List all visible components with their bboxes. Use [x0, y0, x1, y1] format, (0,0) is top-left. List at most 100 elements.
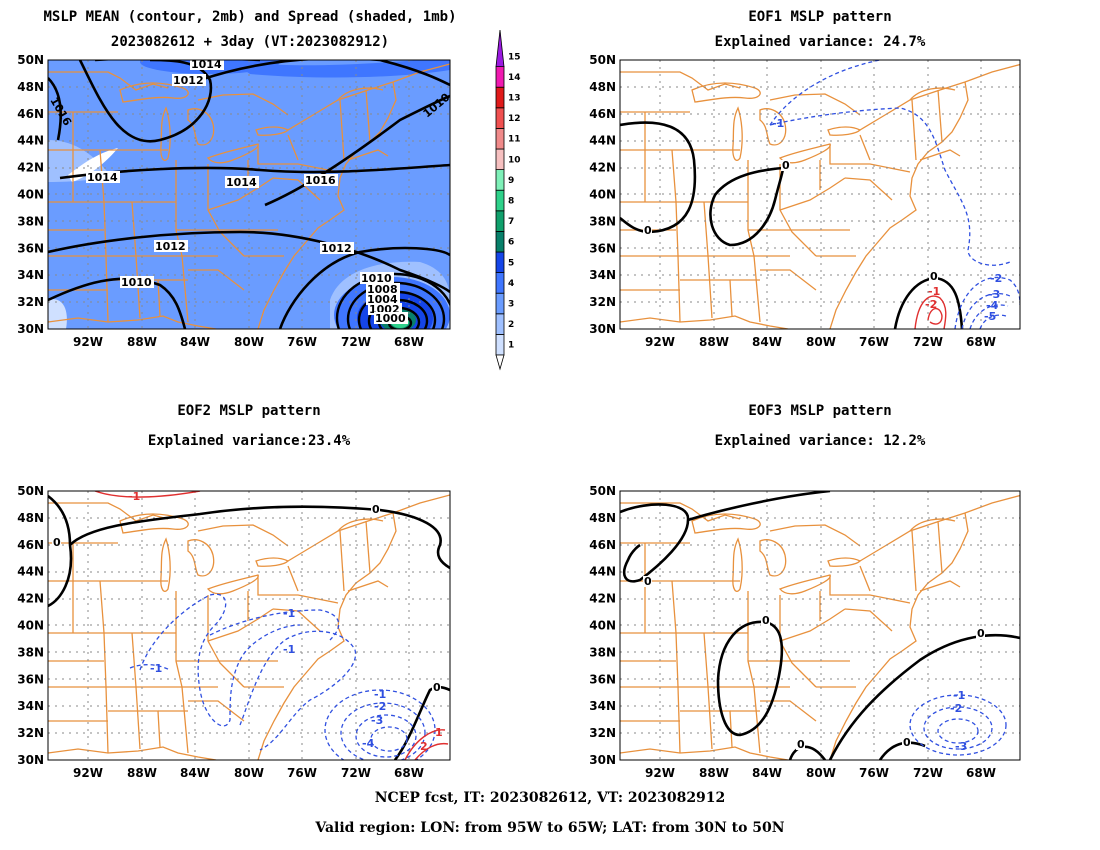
- contour-label: -2: [925, 298, 937, 311]
- lon-tick-label: 72W: [913, 766, 943, 780]
- eof2-contour-neg1-east: [239, 630, 357, 751]
- isobar-1012-north: [78, 60, 213, 143]
- isobar-1010-south: [48, 277, 187, 329]
- contour-label: 0: [433, 681, 441, 694]
- colorbar-lower-arrow: [495, 354, 505, 371]
- panel-subtitle-eof3: Explained variance: 12.2%: [714, 433, 926, 449]
- eof2-contour-pos1-south: [404, 729, 446, 760]
- lat-tick-label: 30N: [17, 322, 44, 336]
- contour-label: 1014: [87, 171, 118, 184]
- lon-tick-label: 76W: [859, 766, 889, 780]
- lat-tick-label: 42N: [17, 161, 44, 175]
- contour-label: -2: [990, 272, 1002, 285]
- eof2-contour-neg4: [370, 726, 408, 752]
- colorbar-swatch: [495, 86, 505, 109]
- eof1-contour-zero-west: [620, 121, 697, 234]
- contour-label: -1: [928, 285, 940, 298]
- lat-tick-label: 46N: [17, 107, 44, 121]
- eof3-contour-neg2: [923, 706, 993, 750]
- lat-tick-label: 48N: [17, 511, 44, 525]
- lat-tick-label: 42N: [17, 592, 44, 606]
- panel-title-eof2: EOF2 MSLP pattern: [177, 403, 321, 419]
- lat-tick-label: 50N: [589, 53, 616, 67]
- colorbar-swatch: [495, 127, 505, 150]
- contour-label: 0: [53, 536, 61, 549]
- isobar-1016-central: [264, 94, 450, 207]
- colorbar-swatch: [495, 251, 505, 274]
- lon-tick-label: 68W: [394, 335, 424, 349]
- lat-tick-label: 48N: [589, 511, 616, 525]
- eof3-contour-neg1: [909, 694, 1007, 756]
- eof2-contour-neg3: [355, 714, 417, 758]
- panel-frame: [619, 59, 1021, 330]
- lat-tick-label: 50N: [17, 53, 44, 67]
- contour-label: 0: [930, 270, 938, 283]
- lon-tick-label: 92W: [73, 766, 103, 780]
- contour-label: 1014: [191, 58, 222, 71]
- panel-subtitle-mean: 2023082612 + 3day (VT:2023082912): [110, 34, 390, 50]
- contour-label: 0: [977, 627, 985, 640]
- lat-tick-label: 40N: [589, 188, 616, 202]
- eof2-contour-neg2: [340, 702, 426, 760]
- contour-label: 2: [420, 740, 428, 753]
- contour-label: -1: [128, 490, 140, 503]
- lat-tick-label: 32N: [589, 295, 616, 309]
- isobar-1012-north-arc: [199, 60, 450, 87]
- colorbar-label: 8: [508, 197, 514, 207]
- eof3-contour-zero-north: [620, 503, 690, 583]
- lat-tick-label: 36N: [589, 672, 616, 686]
- panel-eof3: 0 0 0 0 0 0 -1 -2 -3: [619, 490, 1021, 761]
- contour-label: 1012: [155, 240, 186, 253]
- colorbar-swatch: [495, 107, 505, 129]
- contour-label: -1: [283, 643, 295, 656]
- lon-tick-label: 80W: [806, 766, 836, 780]
- lat-tick-label: 40N: [17, 619, 44, 633]
- lat-tick-label: 34N: [17, 268, 44, 282]
- contour-label: 0: [903, 736, 911, 749]
- lat-tick-label: 38N: [17, 645, 44, 659]
- lat-tick-label: 40N: [589, 619, 616, 633]
- colorbar-label: 5: [508, 258, 514, 268]
- lon-tick-label: 72W: [341, 766, 371, 780]
- colorbar-label: 13: [508, 94, 521, 104]
- colorbar-label: 10: [508, 155, 521, 165]
- colorbar-swatch: [495, 169, 505, 191]
- colorbar-label: 15: [508, 52, 521, 62]
- colorbar-label: 7: [508, 217, 514, 227]
- lon-tick-label: 80W: [806, 335, 836, 349]
- panel-frame: [47, 490, 451, 761]
- contour-label: -3: [988, 288, 1000, 301]
- lon-tick-label: 84W: [752, 335, 782, 349]
- eof1-contour-neg1-north: [769, 60, 1011, 266]
- contour-label: -2: [950, 702, 962, 715]
- lon-tick-label: 88W: [127, 335, 157, 349]
- colorbar-swatch: [495, 313, 505, 335]
- footer-valid-region: Valid region: LON: from 95W to 65W; LAT:…: [315, 820, 785, 836]
- lat-tick-label: 46N: [17, 538, 44, 552]
- contour-label: -3: [955, 740, 967, 753]
- lon-tick-label: 80W: [234, 766, 264, 780]
- contour-label: -1: [772, 117, 784, 130]
- panel-subtitle-eof2: Explained variance:23.4%: [147, 433, 351, 449]
- lon-tick-label: 68W: [394, 766, 424, 780]
- lon-tick-label: 92W: [73, 335, 103, 349]
- colorbar-swatch: [495, 210, 505, 232]
- contour-label: -1: [374, 688, 386, 701]
- lat-tick-label: 40N: [17, 188, 44, 202]
- panel-title-mean: MSLP MEAN (contour, 2mb) and Spread (sha…: [43, 9, 457, 25]
- lat-tick-label: 46N: [589, 107, 616, 121]
- eof1-contour-neg3: [961, 292, 1011, 329]
- contour-label: -1: [283, 607, 295, 620]
- lat-tick-label: 32N: [589, 726, 616, 740]
- eof3-contour-zero-small: [788, 745, 827, 760]
- eof2-contour-neg1-low: [324, 689, 436, 760]
- panel-eof1: -1 0 0 0 -1 -2 -2 -3 -4 -5: [619, 59, 1021, 330]
- contour-label: 1: [435, 726, 443, 739]
- lon-tick-label: 92W: [645, 335, 675, 349]
- lat-tick-label: 50N: [17, 484, 44, 498]
- lat-tick-label: 38N: [589, 645, 616, 659]
- panel-frame: [619, 490, 1021, 761]
- contour-label: 1004: [367, 293, 398, 306]
